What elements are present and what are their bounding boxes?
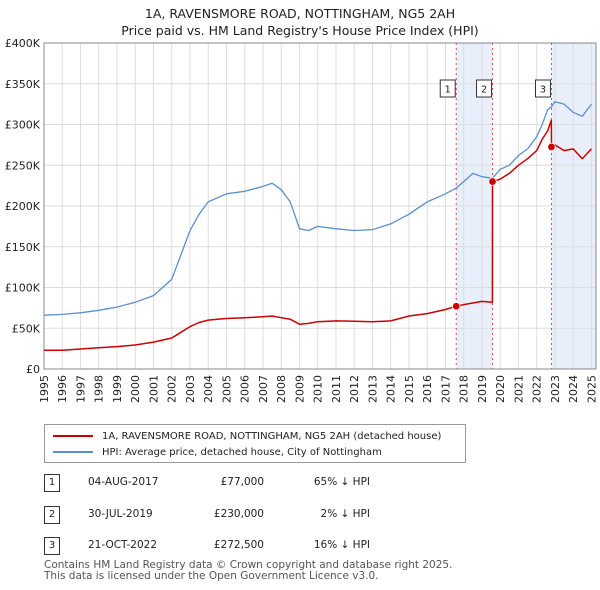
sale-label-box [439,79,456,98]
x-tick-label: 2012 [348,375,361,403]
x-tick-label: 2021 [512,375,525,403]
footer-licence: This data is licensed under the Open Gov… [44,570,379,582]
sale-hpi-diff: 65% ↓ HPI [313,476,370,488]
x-tick-label: 2019 [476,375,489,403]
x-tick-label: 2002 [166,375,179,403]
x-tick-label: 2017 [439,375,452,403]
legend-item-hpi: HPI: Average price, detached house, City… [53,445,382,459]
x-tick-label: 2000 [129,375,142,403]
sale-date: 30-JUL-2019 [88,508,153,520]
legend-swatch-property [53,435,93,437]
hpi-line [43,101,592,316]
sale-row: 1 04-AUG-2017 £77,000 65% ↓ HPI [44,474,444,492]
y-tick-label: £350K [5,78,41,91]
legend-item-property: 1A, RAVENSMORE ROAD, NOTTINGHAM, NG5 2AH… [53,429,441,443]
sale-label: 1 [445,85,451,96]
x-tick-label: 2011 [330,375,343,403]
x-tick-label: 2020 [494,375,507,403]
y-tick-label: £100K [5,282,41,295]
sale-hpi-diff: 16% ↓ HPI [313,539,370,551]
x-tick-label: 2014 [385,375,398,403]
sale-date: 21-OCT-2022 [88,539,157,551]
sale-label-box [534,79,551,98]
x-tick-label: 2009 [293,375,306,403]
chart-subtitle: Price paid vs. HM Land Registry's House … [121,23,479,38]
x-tick-label: 2008 [275,375,288,403]
sale-date: 04-AUG-2017 [88,476,159,488]
x-tick-label: 2025 [585,375,598,403]
sale-row: 3 21-OCT-2022 £272,500 16% ↓ HPI [44,537,444,555]
x-tick-label: 2007 [257,375,270,403]
sale-point [547,142,556,152]
sale-point [488,177,497,186]
legend-swatch-hpi [53,451,93,453]
x-tick-label: 2023 [549,375,562,403]
y-tick-label: £400K [5,37,41,50]
y-tick-label: £50K [12,322,41,335]
x-tick-label: 2005 [220,375,233,403]
x-tick-label: 1998 [93,375,106,403]
x-tick-label: 1996 [56,375,69,403]
x-tick-label: 2024 [567,375,580,403]
sale-number-badge: 2 [44,506,60,524]
y-tick-label: £300K [5,119,41,132]
x-tick-label: 1997 [74,375,87,403]
sale-row: 2 30-JUL-2019 £230,000 2% ↓ HPI [44,506,444,524]
x-tick-label: 2003 [184,375,197,403]
y-tick-label: £0 [26,363,40,376]
sale-price: £77,000 [220,476,264,488]
x-tick-label: 2022 [531,375,544,403]
sale-number-badge: 1 [44,474,60,492]
sale-price: £272,500 [213,539,264,551]
x-tick-label: 2013 [366,375,379,403]
sale-number-badge: 3 [44,537,60,555]
legend-label-hpi: HPI: Average price, detached house, City… [102,446,382,458]
y-tick-label: £250K [5,159,41,172]
x-tick-label: 2004 [202,375,215,403]
x-tick-label: 2016 [421,375,434,403]
property-price-line [44,119,592,352]
chart-title: 1A, RAVENSMORE ROAD, NOTTINGHAM, NG5 2AH [144,6,456,21]
legend-label-property: 1A, RAVENSMORE ROAD, NOTTINGHAM, NG5 2AH… [102,430,442,442]
footer: Contains HM Land Registry data © Crown c… [44,560,452,582]
legend: 1A, RAVENSMORE ROAD, NOTTINGHAM, NG5 2AH… [44,424,466,463]
y-tick-label: £200K [5,200,41,213]
sale-label-box [476,79,493,98]
x-tick-label: 2010 [312,375,325,403]
sale-point [452,302,461,311]
footer-copyright: Contains HM Land Registry data © Crown c… [44,559,453,571]
x-tick-label: 2018 [458,375,471,403]
price-chart: £0 £50K £100K £150K £200K £250K £300K £350K £400… [5,37,599,403]
sale-label: 2 [481,85,487,96]
x-tick-label: 2001 [147,375,160,403]
sale-label: 3 [540,85,546,96]
sale-hpi-diff: 2% ↓ HPI [320,508,370,520]
x-tick-label: 2006 [239,375,252,403]
x-tick-label: 1995 [38,375,51,403]
y-tick-label: £150K [5,241,41,254]
plot-frame [43,42,597,370]
x-tick-label: 2015 [403,375,416,403]
x-tick-label: 1999 [111,375,124,403]
sale-price: £230,000 [213,508,264,520]
